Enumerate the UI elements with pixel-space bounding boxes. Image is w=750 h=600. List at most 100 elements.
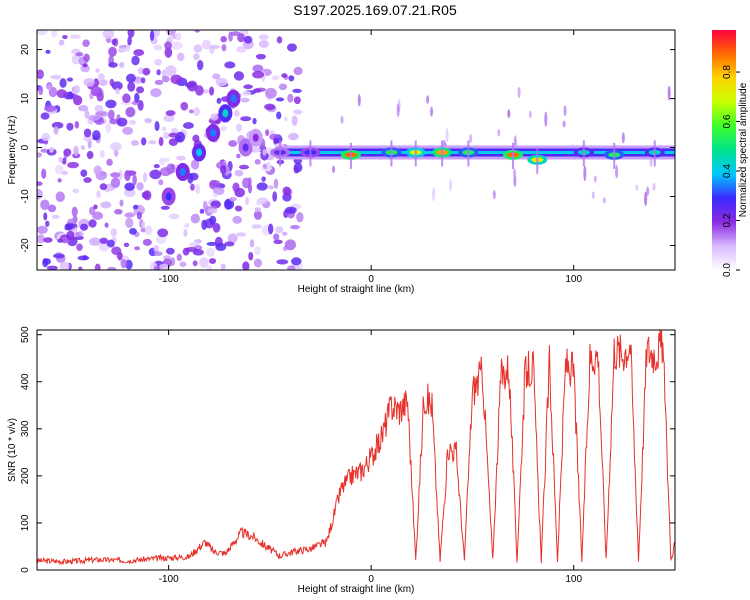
spectrogram-noise-point [71,53,81,65]
spectrogram-noise-point [206,265,213,270]
colorbar-tick-label: 0.4 [722,164,733,178]
spectrogram-noise-point [105,99,117,109]
spectrogram-noise-point [124,188,136,198]
spectrogram-noise-point [124,212,134,218]
spectrogram-noise-point [88,206,96,216]
spectrogram-noise-point [254,158,261,165]
spectrogram-noise-point [58,156,63,163]
spectrogram-noise-point [119,61,125,68]
spectrogram-noise-point [212,222,221,233]
spectrogram-noise-point [288,75,295,82]
spectrogram-arc-core [165,192,172,201]
snr-frame [36,329,676,571]
x-tick-label: 0 [368,574,374,585]
spectrogram-noise-point [275,97,285,102]
spectrogram-noise-point [469,133,473,144]
spectrogram-noise-point [116,117,128,127]
spectrogram-noise-point [140,137,147,146]
spectrogram-noise-point [251,224,262,229]
y-tick-label: 300 [20,420,31,437]
spectrogram-noise-point [199,208,205,214]
spectrogram-noise-point [110,142,122,151]
spectrogram-noise-point [357,94,361,107]
spectrogram-noise-point [134,92,140,103]
spectrogram-noise-point [210,113,219,121]
spectrogram-noise-point [73,145,79,157]
spectrogram-noise-point [513,168,517,178]
spectrogram-noise-point [253,210,262,220]
y-tick-label: 0 [20,567,31,573]
spectrogram-noise-point [122,93,131,103]
spectrogram-noise-point [278,83,288,91]
spectrogram-noise-point [249,239,255,248]
spectrogram-noise-point [89,237,101,246]
spectrogram-noise-point [98,240,109,252]
spectrogram-noise-point [165,247,175,255]
spectrogram-noise-point [291,115,298,126]
spectrogram-noise-point [80,169,88,178]
spectrogram-noise-point [271,75,280,81]
spectrogram-noise-point [432,187,436,202]
spectrogram-marks [37,30,675,270]
spectrogram-noise-point [125,259,133,270]
spectrogram-noise-point [283,116,288,122]
spectrogram-noise-point [74,121,79,129]
spectrogram-noise-point [272,191,278,202]
spectrogram-noise-point [635,184,639,192]
spectrogram-noise-point [136,181,144,191]
figure-title: S197.2025.169.07.21.R05 [293,2,457,18]
spectrogram-noise-point [50,74,62,80]
snr-panel: -100 0 100 0 100 200 300 400 500 Height of stra… [7,326,676,595]
spectrogram-noise-point [287,265,296,270]
spectrogram-noise-point [99,183,108,191]
spectrogram-noise-point [80,223,88,231]
spectrogram-noise-point [142,67,151,76]
spectrogram-noise-point [276,259,289,265]
spectrogram-noise-point [166,163,176,174]
spectrogram-noise-point [133,49,145,57]
spectrogram-arc-core [210,128,217,137]
spectrogram-noise-point [153,44,163,51]
spectrogram-noise-point [114,208,123,215]
spectrogram-noise-point [497,128,501,137]
spectrogram-noise-point [93,165,102,176]
spectrogram-noise-point [247,182,253,194]
spectrogram-noise-point [161,126,167,132]
spectrogram-noise-point [196,59,204,71]
spectrogram-noise-point [88,114,100,121]
spectrogram-noise-point [528,110,532,119]
spectrogram-arc-core [196,148,203,157]
spectrogram-noise-point [149,30,155,41]
spectrogram-noise-point [206,241,218,246]
spectrogram-noise-point [155,234,167,244]
spectrogram-noise-point [142,172,148,183]
spectrogram-noise-point [49,146,54,153]
spectrogram-noise-point [131,139,139,146]
spectrogram-noise-point [83,177,92,183]
spectrogram-noise-point [513,175,517,187]
spectrogram-noise-point [110,172,121,178]
spectrogram-noise-point [61,157,67,165]
spectrogram-noise-point [192,249,204,256]
spectrogram-noise-point [67,161,79,169]
spectrogram-noise-point [257,197,269,204]
spectrogram-noise-point [134,246,141,251]
spectrogram-noise-point [507,109,511,119]
spectrogram-arc-core [222,109,229,118]
spectrogram-noise-point [262,148,267,156]
y-tick-label: 100 [20,514,31,531]
spectrogram-noise-point [73,85,78,95]
colorbar-tick-label: 0.0 [722,263,733,277]
spectrogram-noise-point [544,111,548,127]
spectrogram-noise-point [163,131,170,139]
spectrogram-noise-point [267,185,274,190]
spectrogram-noise-point [293,96,301,105]
spectrogram-noise-point [293,66,303,76]
spectrogram-noise-point [296,212,304,223]
spectrogram-noise-point [77,105,89,112]
spectrogram-noise-point [171,41,183,50]
spectrogram-noise-point [180,101,189,111]
spectrogram-noise-point [88,219,97,228]
spectrogram-noise-point [207,208,218,214]
spectrogram-noise-point [153,251,163,257]
